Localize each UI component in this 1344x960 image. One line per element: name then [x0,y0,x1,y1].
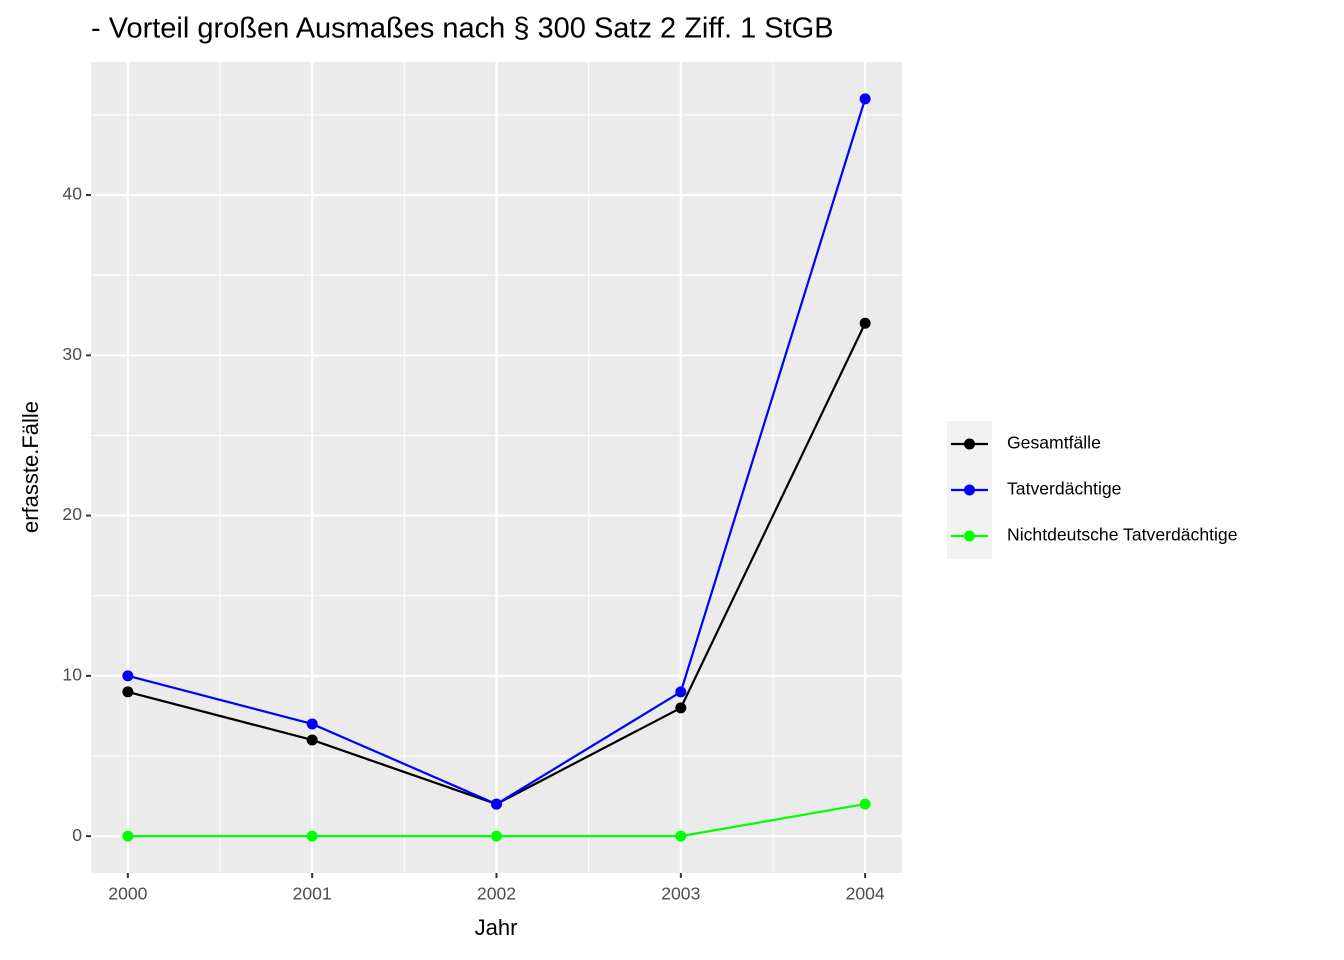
y-tick-label: 40 [62,184,82,204]
legend-label: Gesamtfälle [1007,433,1101,453]
legend-key-point [964,530,975,542]
data-point [306,718,318,730]
x-tick-label: 2003 [661,884,700,904]
data-point [122,670,134,682]
legend-key-point [964,438,975,450]
legend: Gesamtfälle Tatverdächtige Nichtdeutsche T… [951,433,1238,545]
legend-key-point [964,484,975,496]
data-point [491,798,502,810]
data-point [675,702,687,714]
y-tick-label: 20 [62,504,82,524]
data-point [675,686,687,698]
data-point [675,830,687,842]
x-axis-title: Jahr [475,915,518,940]
y-tick-label: 30 [62,344,82,364]
x-tick-label: 2004 [846,884,885,904]
legend-label: Tatverdächtige [1007,479,1121,499]
data-point [491,830,502,842]
data-point [859,798,871,810]
legend-label: Nichtdeutsche Tatverdächtige [1007,525,1238,545]
y-axis-title: erfasste.Fälle [18,401,43,533]
x-tick-label: 2000 [108,884,147,904]
data-point [859,317,871,329]
data-point [306,734,318,746]
data-point [859,93,871,105]
marks [122,93,871,842]
x-tick-label: 2002 [477,884,516,904]
data-point [122,830,134,842]
y-tick-label: 10 [62,665,82,685]
chart-title: - Vorteil großen Ausmaßes nach § 300 Sat… [91,13,834,45]
data-point [306,830,318,842]
y-tick-label: 0 [72,825,82,845]
x-tick-label: 2001 [293,884,332,904]
data-point [122,686,134,698]
